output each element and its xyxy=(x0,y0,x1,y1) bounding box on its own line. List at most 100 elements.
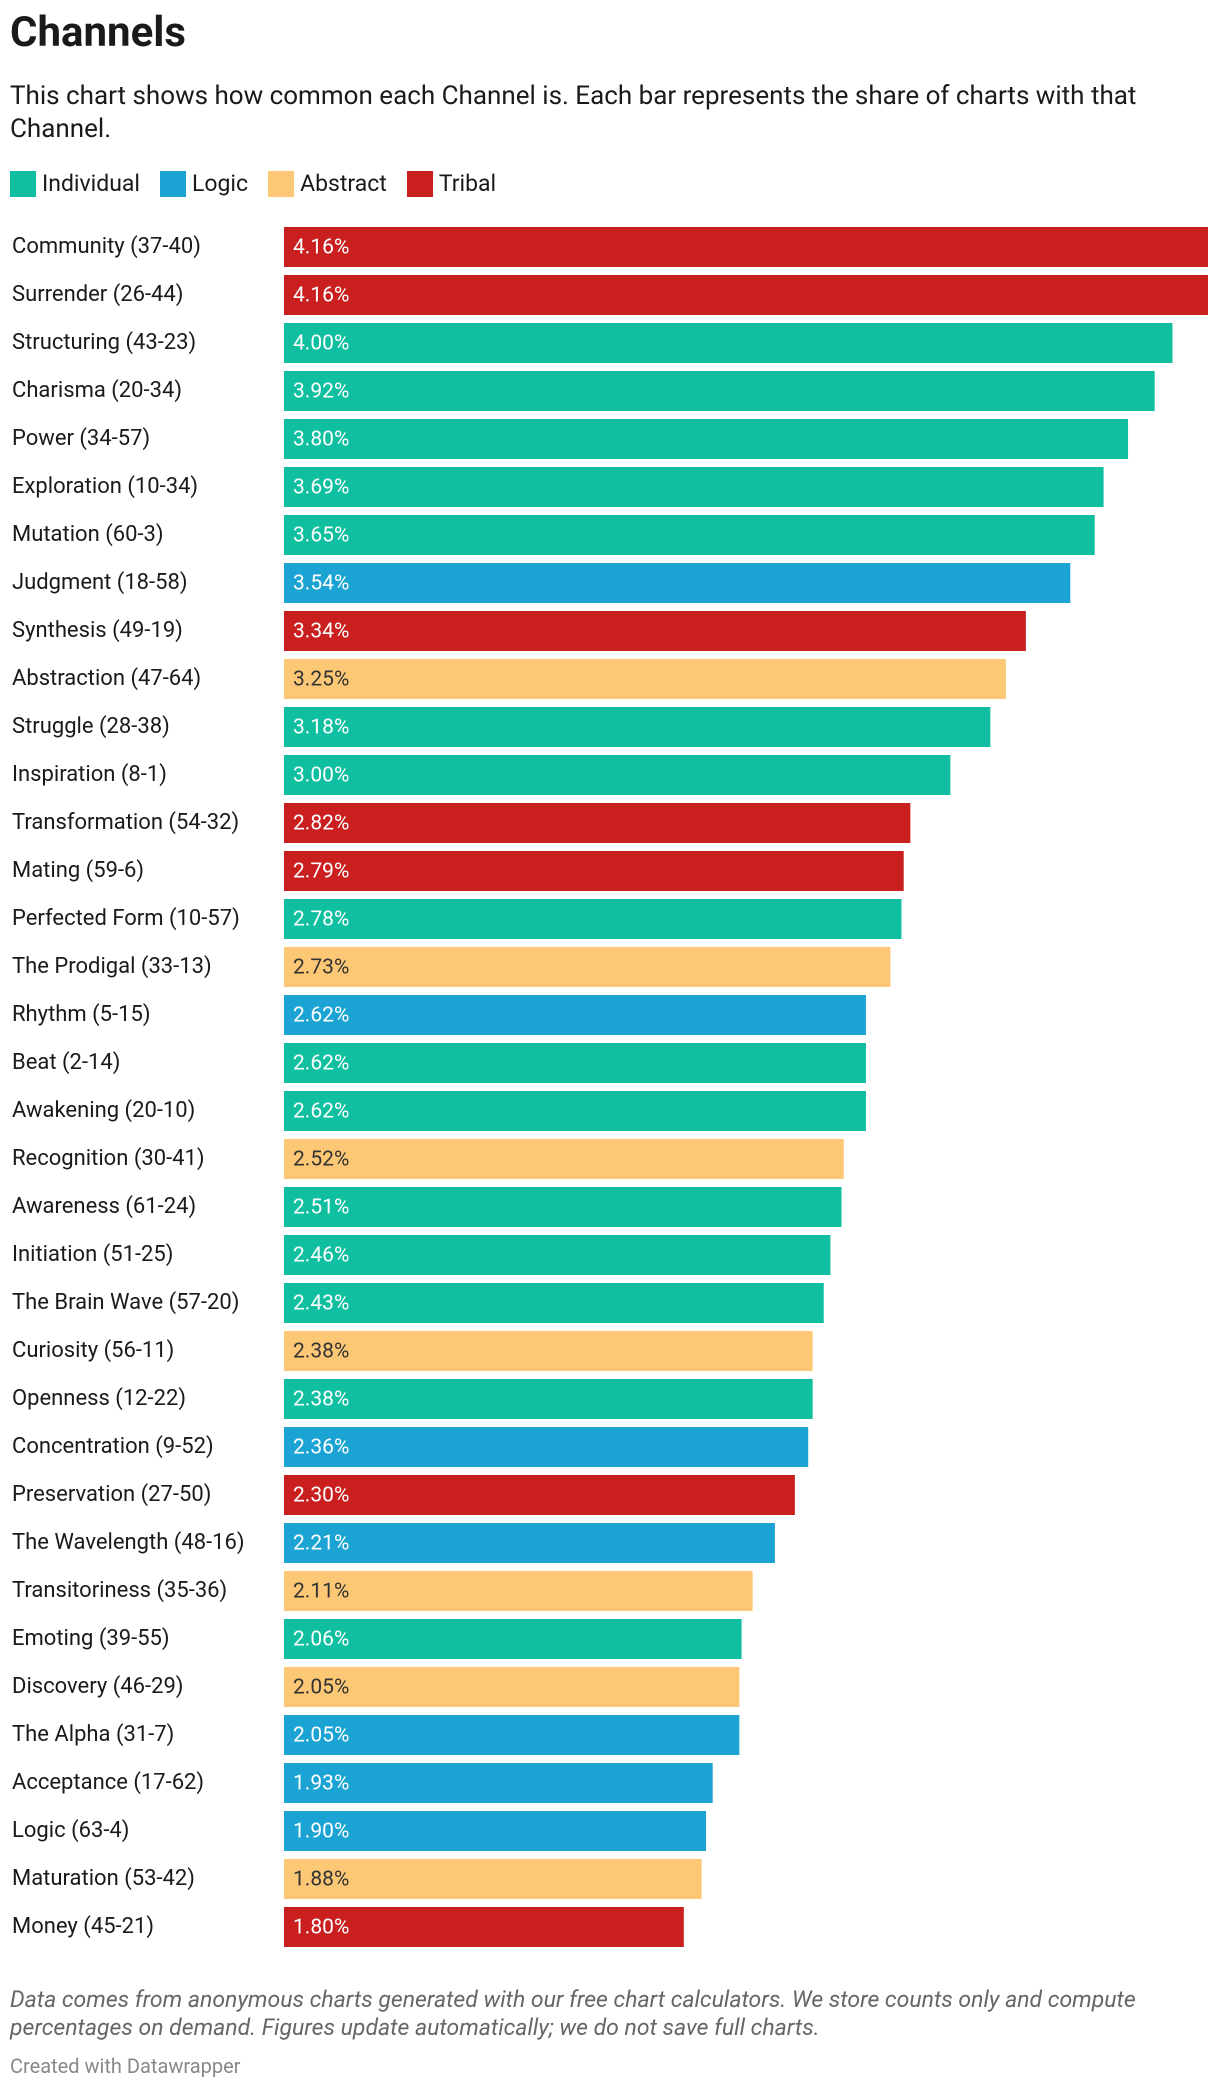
legend-label: Abstract xyxy=(300,170,387,197)
value-label: 2.46% xyxy=(293,1244,349,1268)
value-label: 2.36% xyxy=(293,1436,349,1460)
category-label: Judgment (18-58) xyxy=(12,570,188,595)
category-label: Community (37-40) xyxy=(12,234,201,259)
category-label: Awakening (20-10) xyxy=(12,1098,195,1123)
bar xyxy=(284,1139,844,1179)
category-label: Rhythm (5-15) xyxy=(12,1002,151,1027)
value-label: 1.80% xyxy=(293,1916,349,1940)
value-label: 2.38% xyxy=(293,1340,349,1364)
bar xyxy=(284,659,1006,699)
value-label: 1.90% xyxy=(293,1820,349,1844)
category-label: Curiosity (56-11) xyxy=(12,1338,174,1363)
value-label: 2.62% xyxy=(293,1004,349,1028)
bar xyxy=(284,1523,775,1563)
value-label: 3.80% xyxy=(293,428,349,452)
value-label: 3.65% xyxy=(293,524,349,548)
category-label: Initiation (51-25) xyxy=(12,1242,173,1267)
legend-item: Individual xyxy=(10,170,140,197)
category-label: The Brain Wave (57-20) xyxy=(12,1290,239,1315)
chart-subtitle: This chart shows how common each Channel… xyxy=(10,81,1137,144)
value-label: 2.21% xyxy=(293,1532,349,1556)
bar xyxy=(284,1571,753,1611)
bar xyxy=(284,803,911,843)
bar xyxy=(284,1235,831,1275)
category-label: Exploration (10-34) xyxy=(12,474,198,499)
value-label: 2.51% xyxy=(293,1196,349,1220)
category-label: Mutation (60-3) xyxy=(12,522,164,547)
category-label: Discovery (46-29) xyxy=(12,1674,183,1699)
value-label: 2.62% xyxy=(293,1100,349,1124)
category-label: Inspiration (8-1) xyxy=(12,762,167,787)
bar xyxy=(284,611,1026,651)
value-label: 2.78% xyxy=(293,908,349,932)
category-label: Recognition (30-41) xyxy=(12,1146,205,1171)
bar xyxy=(284,1619,742,1659)
bar xyxy=(284,995,866,1035)
note: Data comes from anonymous charts generat… xyxy=(10,1986,1136,2041)
value-label: 3.18% xyxy=(293,716,349,740)
bar xyxy=(284,563,1071,603)
category-label: Openness (12-22) xyxy=(12,1386,186,1411)
value-label: 2.38% xyxy=(293,1388,349,1412)
bar xyxy=(284,1811,707,1851)
bar xyxy=(284,227,1208,267)
value-label: 2.06% xyxy=(293,1628,349,1652)
bar xyxy=(284,1283,824,1323)
bar xyxy=(284,1379,813,1419)
category-label: Transitoriness (35-36) xyxy=(12,1578,227,1603)
category-label: Logic (63-4) xyxy=(12,1818,129,1843)
bar xyxy=(284,947,891,987)
bar xyxy=(284,1907,684,1947)
category-label: Emoting (39-55) xyxy=(12,1626,170,1651)
bar xyxy=(284,1187,842,1227)
value-label: 2.79% xyxy=(293,860,349,884)
value-label: 4.00% xyxy=(293,332,349,356)
category-label: Concentration (9-52) xyxy=(12,1434,214,1459)
chart-title: Channels xyxy=(10,8,186,57)
bar xyxy=(284,515,1095,555)
legend-item: Abstract xyxy=(268,170,387,197)
legend-item: Tribal xyxy=(406,170,497,197)
value-label: 2.62% xyxy=(293,1052,349,1076)
bar xyxy=(284,467,1104,507)
value-label: 3.00% xyxy=(293,764,349,788)
value-label: 3.54% xyxy=(293,572,349,596)
category-label: Perfected Form (10-57) xyxy=(12,906,240,931)
bar xyxy=(284,1859,702,1899)
category-label: Structuring (43-23) xyxy=(12,330,196,355)
legend-label: Logic xyxy=(192,170,249,197)
category-label: Charisma (20-34) xyxy=(12,378,182,403)
value-label: 1.93% xyxy=(293,1772,349,1796)
category-label: Awareness (61-24) xyxy=(12,1194,196,1219)
value-label: 2.82% xyxy=(293,812,349,836)
bar xyxy=(284,1715,740,1755)
value-label: 2.52% xyxy=(293,1148,349,1172)
category-label: The Wavelength (48-16) xyxy=(12,1530,245,1555)
category-label: Acceptance (17-62) xyxy=(12,1770,204,1795)
legend: Individual Logic Abstract Tribal xyxy=(10,170,496,197)
chart: Community (37-40) 4.16% Surrender (26-44) 4… xyxy=(12,227,1208,1947)
category-label: Surrender (26-44) xyxy=(12,282,183,307)
bar xyxy=(284,1667,740,1707)
category-label: Struggle (28-38) xyxy=(12,714,170,739)
legend-label: Individual xyxy=(42,170,141,197)
legend-swatch xyxy=(10,170,36,197)
category-label: Power (34-57) xyxy=(12,426,150,451)
bar xyxy=(284,851,904,891)
category-label: Preservation (27-50) xyxy=(12,1482,211,1507)
value-label: 1.88% xyxy=(293,1868,349,1892)
bar xyxy=(284,899,902,939)
bar xyxy=(284,707,991,747)
value-label: 2.30% xyxy=(293,1484,349,1508)
legend-swatch xyxy=(160,170,187,197)
legend-swatch xyxy=(268,170,295,197)
category-label: Mating (59-6) xyxy=(12,858,144,883)
legend-label: Tribal xyxy=(438,170,497,197)
category-label: Beat (2-14) xyxy=(12,1050,120,1075)
value-label: 4.16% xyxy=(293,236,349,260)
category-label: The Alpha (31-7) xyxy=(12,1722,174,1747)
value-label: 2.05% xyxy=(293,1676,349,1700)
value-label: 2.11% xyxy=(293,1580,349,1604)
bar xyxy=(284,1475,795,1515)
